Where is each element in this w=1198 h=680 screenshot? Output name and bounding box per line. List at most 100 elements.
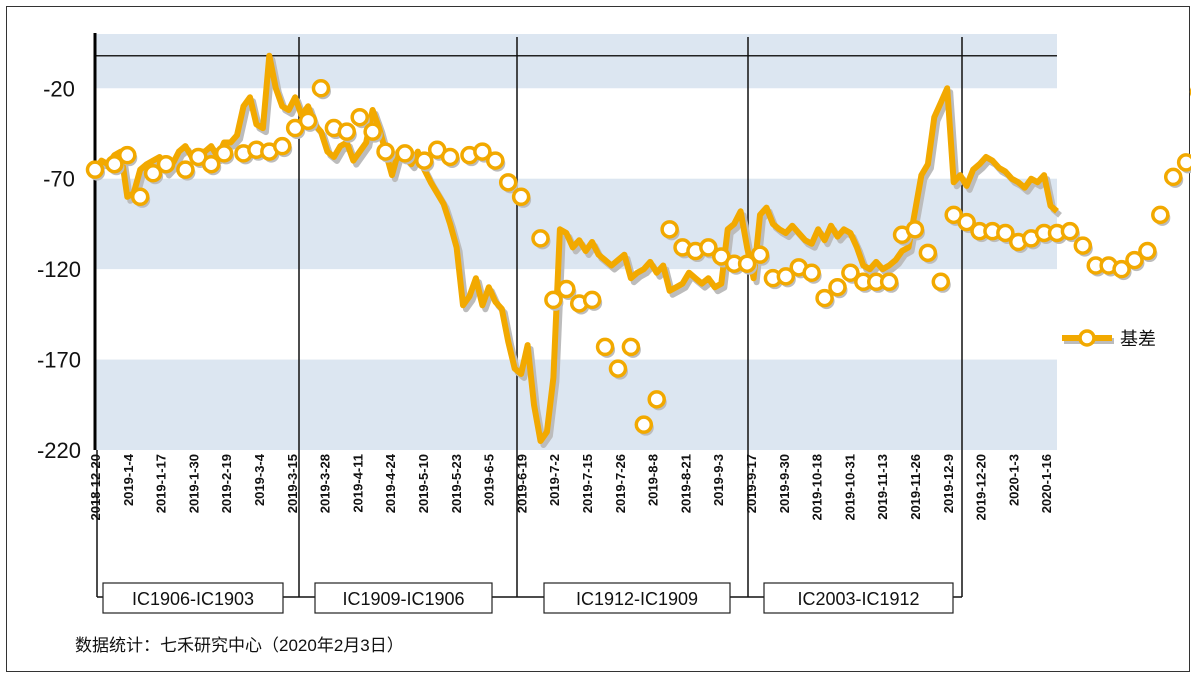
basis-line-chart: -20-70-120-170-220 2018-12-20 2019-1-4 201…: [37, 33, 1198, 655]
contract-label: IC1906-IC1903: [132, 589, 254, 609]
x-tick-label: 2019-4-11: [350, 454, 365, 513]
series-point: [905, 220, 925, 239]
x-tick-label: 2018-12-20: [88, 454, 103, 521]
series-point: [996, 223, 1015, 243]
x-tick-label: 2019-8-21: [678, 454, 693, 513]
series-point: [918, 243, 938, 263]
series-point: [828, 277, 847, 297]
series-point: [376, 142, 395, 161]
series-point: [337, 122, 357, 141]
series-line: [92, 52, 1059, 444]
contract-label-box: [314, 582, 493, 614]
contract-label-box: [543, 582, 731, 614]
legend-label: 基差: [1120, 329, 1156, 349]
x-tick-label: 2019-10-18: [810, 454, 825, 521]
series-point: [660, 220, 679, 239]
x-tick-label: 2019-11-13: [875, 454, 890, 520]
x-tick-label: 2019-5-23: [449, 454, 464, 513]
x-tick-label: 2019-6-5: [482, 454, 497, 506]
series-point: [544, 290, 563, 310]
series-point: [879, 272, 899, 292]
x-tick-label: 2019-3-15: [285, 454, 300, 513]
series-point: [473, 142, 492, 161]
series-point: [608, 359, 628, 378]
series-point: [1125, 250, 1144, 270]
x-tick-label: 2019-3-4: [252, 453, 267, 506]
series-point: [156, 154, 176, 174]
series-point: [350, 107, 369, 127]
series-point: [415, 151, 434, 170]
series-point: [395, 144, 415, 163]
series-point: [1176, 153, 1196, 172]
series-point: [143, 164, 163, 183]
x-tick-label: 2019-7-26: [613, 454, 628, 513]
y-tick-label: -170: [37, 348, 81, 373]
series-point: [699, 238, 718, 257]
series-point: [750, 245, 770, 264]
background-bands: [95, 34, 1057, 450]
series-point: [511, 187, 531, 207]
contract-labels: IC1906-IC1903 IC1909-IC1906 IC1912-IC1909 I…: [102, 582, 954, 614]
contract-label: IC1909-IC1906: [342, 589, 464, 609]
x-tick-label: 2019-10-31: [842, 454, 857, 521]
series-point: [118, 145, 137, 165]
series-point: [557, 279, 576, 299]
band-0: [95, 34, 1057, 89]
series-point: [272, 136, 292, 156]
series-point: [298, 111, 318, 131]
contract-label: IC1912-IC1909: [576, 589, 698, 609]
series-point: [1060, 221, 1080, 241]
series-point: [815, 288, 834, 308]
series-point: [498, 173, 518, 192]
y-tick-label: -70: [43, 167, 75, 192]
x-tick-label: 2020-1-16: [1039, 454, 1054, 513]
x-tick-label: 2019-6-19: [514, 454, 529, 513]
series-point: [130, 187, 150, 207]
band-4: [95, 359, 1057, 450]
x-tick-label: 2019-9-17: [744, 454, 759, 513]
x-tick-label: 2019-4-24: [383, 453, 398, 513]
x-tick-label: 2020-1-3: [1006, 454, 1021, 506]
series-point: [582, 290, 602, 310]
series-point: [85, 160, 105, 179]
y-tick-label: -220: [37, 438, 81, 463]
x-tick-label: 2019-12-9: [941, 454, 956, 513]
series-point: [531, 229, 550, 248]
series-basis: [85, 52, 1198, 448]
series-point: [802, 263, 821, 282]
x-tick-label: 2019-12-20: [974, 454, 989, 521]
series-point: [311, 79, 331, 98]
series-point: [621, 337, 641, 357]
series-point: [1163, 167, 1183, 187]
series-point: [363, 122, 382, 141]
series-point: [1073, 236, 1093, 255]
x-tick-label: 2019-3-28: [318, 454, 333, 513]
series-point: [201, 154, 221, 174]
series-point: [1151, 205, 1170, 225]
series-point: [776, 267, 796, 286]
x-tick-label: 2019-9-30: [777, 454, 792, 513]
x-tick-label: 2019-5-10: [416, 454, 431, 513]
series-point: [176, 160, 195, 179]
contract-label: IC2003-IC1912: [797, 589, 919, 609]
x-tick-label: 2019-1-4: [121, 453, 136, 506]
series-point: [737, 254, 757, 273]
x-tick-label: 2019-8-8: [646, 454, 661, 506]
series-point: [1138, 241, 1157, 261]
contract-label-box: [763, 582, 954, 614]
series-point: [957, 212, 976, 232]
series-point: [595, 337, 615, 357]
x-tick-label: 2019-1-17: [154, 454, 169, 513]
x-tick-label: 2019-2-19: [219, 454, 234, 513]
series-point: [105, 154, 124, 174]
legend-swatch-marker: [1078, 329, 1096, 347]
x-tick-label: 2019-1-30: [186, 454, 201, 513]
x-tick-label: 2019-7-2: [547, 454, 562, 506]
y-tick-labels: -20 -70 -120 -170 -220: [37, 76, 81, 463]
series-point: [931, 272, 951, 292]
x-tick-label: 2019-11-26: [908, 454, 923, 520]
chart-frame: -20 -70 -120 -170 -220 2018-12-20 2019-1-4 201…: [6, 6, 1198, 672]
series-point: [841, 263, 860, 282]
y-tick-label: -20: [43, 76, 75, 101]
footnote: 数据统计：七禾研究中心（2020年2月3日）: [75, 636, 404, 655]
